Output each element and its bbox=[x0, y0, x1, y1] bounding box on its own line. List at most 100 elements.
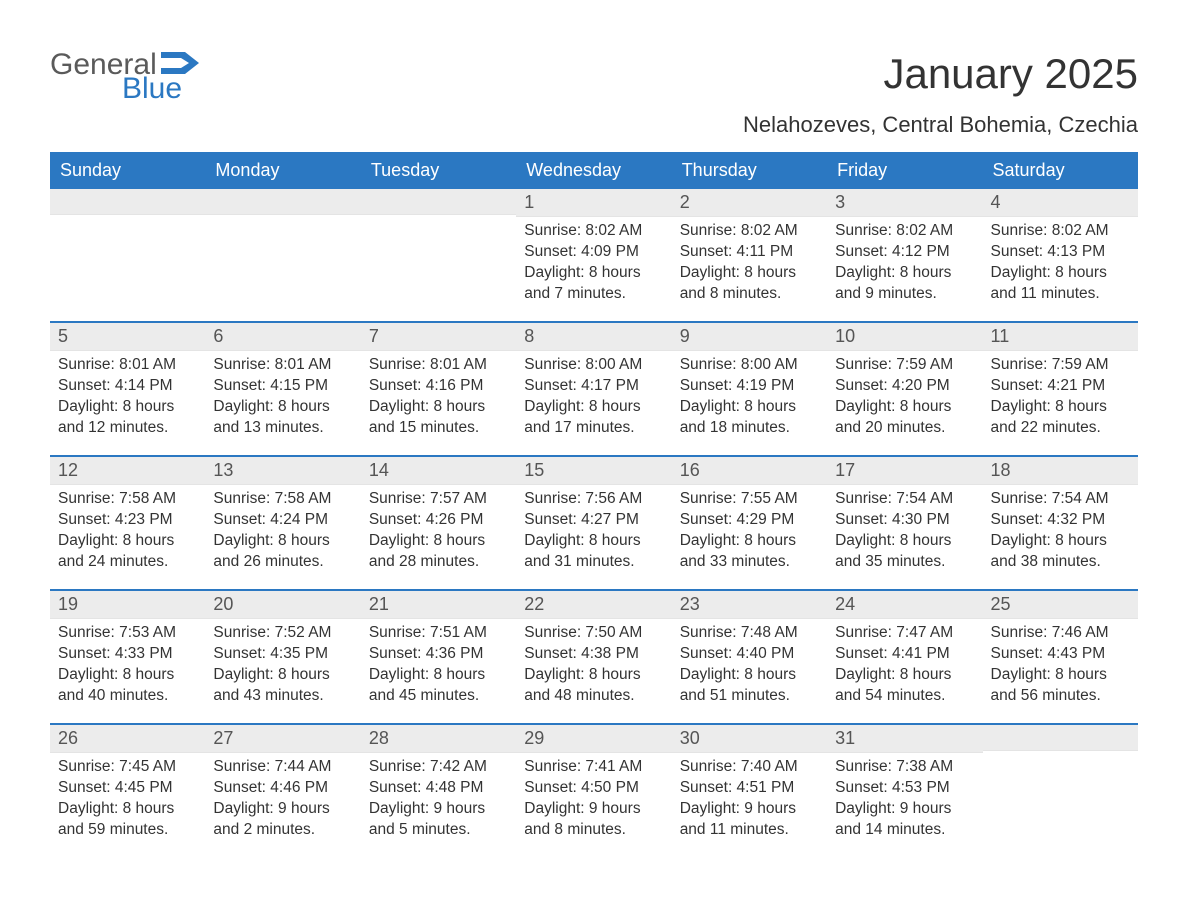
sunset-text: Sunset: 4:43 PM bbox=[991, 644, 1130, 665]
sunrise-text: Sunrise: 7:57 AM bbox=[369, 489, 508, 510]
daylight-text: Daylight: 8 hours and 11 minutes. bbox=[991, 263, 1130, 305]
daylight-text: Daylight: 8 hours and 20 minutes. bbox=[835, 397, 974, 439]
sunrise-text: Sunrise: 7:59 AM bbox=[991, 355, 1130, 376]
sunset-text: Sunset: 4:09 PM bbox=[524, 242, 663, 263]
sunrise-text: Sunrise: 7:48 AM bbox=[680, 623, 819, 644]
day-number: 24 bbox=[827, 591, 982, 619]
day-body: Sunrise: 8:02 AMSunset: 4:12 PMDaylight:… bbox=[827, 217, 982, 315]
calendar-week: 5Sunrise: 8:01 AMSunset: 4:14 PMDaylight… bbox=[50, 321, 1138, 455]
day-number: 1 bbox=[516, 189, 671, 217]
day-body: Sunrise: 7:47 AMSunset: 4:41 PMDaylight:… bbox=[827, 619, 982, 717]
calendar-day: 2Sunrise: 8:02 AMSunset: 4:11 PMDaylight… bbox=[672, 189, 827, 321]
daylight-text: Daylight: 8 hours and 9 minutes. bbox=[835, 263, 974, 305]
day-number: 23 bbox=[672, 591, 827, 619]
day-number: 12 bbox=[50, 457, 205, 485]
daylight-text: Daylight: 9 hours and 8 minutes. bbox=[524, 799, 663, 841]
sunrise-text: Sunrise: 7:38 AM bbox=[835, 757, 974, 778]
calendar-day: 23Sunrise: 7:48 AMSunset: 4:40 PMDayligh… bbox=[672, 591, 827, 723]
day-body bbox=[361, 215, 516, 229]
daylight-text: Daylight: 9 hours and 14 minutes. bbox=[835, 799, 974, 841]
header-thursday: Thursday bbox=[672, 152, 827, 189]
day-number: 27 bbox=[205, 725, 360, 753]
calendar-day bbox=[50, 189, 205, 321]
calendar-week: 1Sunrise: 8:02 AMSunset: 4:09 PMDaylight… bbox=[50, 189, 1138, 321]
day-body: Sunrise: 8:01 AMSunset: 4:14 PMDaylight:… bbox=[50, 351, 205, 449]
day-number: 6 bbox=[205, 323, 360, 351]
calendar-day: 18Sunrise: 7:54 AMSunset: 4:32 PMDayligh… bbox=[983, 457, 1138, 589]
sunrise-text: Sunrise: 7:47 AM bbox=[835, 623, 974, 644]
day-body: Sunrise: 7:50 AMSunset: 4:38 PMDaylight:… bbox=[516, 619, 671, 717]
day-number: 9 bbox=[672, 323, 827, 351]
day-body: Sunrise: 7:40 AMSunset: 4:51 PMDaylight:… bbox=[672, 753, 827, 851]
calendar-day: 28Sunrise: 7:42 AMSunset: 4:48 PMDayligh… bbox=[361, 725, 516, 857]
day-body: Sunrise: 7:51 AMSunset: 4:36 PMDaylight:… bbox=[361, 619, 516, 717]
header-sunday: Sunday bbox=[50, 152, 205, 189]
day-number: 5 bbox=[50, 323, 205, 351]
calendar-day: 13Sunrise: 7:58 AMSunset: 4:24 PMDayligh… bbox=[205, 457, 360, 589]
header-monday: Monday bbox=[205, 152, 360, 189]
sunrise-text: Sunrise: 7:53 AM bbox=[58, 623, 197, 644]
day-number: 2 bbox=[672, 189, 827, 217]
page-subtitle: Nelahozeves, Central Bohemia, Czechia bbox=[50, 112, 1138, 138]
day-body bbox=[50, 215, 205, 229]
daylight-text: Daylight: 8 hours and 31 minutes. bbox=[524, 531, 663, 573]
logo: General Blue bbox=[50, 50, 199, 104]
sunset-text: Sunset: 4:50 PM bbox=[524, 778, 663, 799]
daylight-text: Daylight: 8 hours and 56 minutes. bbox=[991, 665, 1130, 707]
day-body: Sunrise: 7:56 AMSunset: 4:27 PMDaylight:… bbox=[516, 485, 671, 583]
sunrise-text: Sunrise: 7:58 AM bbox=[213, 489, 352, 510]
day-number: 21 bbox=[361, 591, 516, 619]
calendar-day: 22Sunrise: 7:50 AMSunset: 4:38 PMDayligh… bbox=[516, 591, 671, 723]
day-number: 22 bbox=[516, 591, 671, 619]
top-bar: General Blue January 2025 bbox=[50, 50, 1138, 104]
daylight-text: Daylight: 8 hours and 28 minutes. bbox=[369, 531, 508, 573]
calendar-day: 19Sunrise: 7:53 AMSunset: 4:33 PMDayligh… bbox=[50, 591, 205, 723]
page-title: January 2025 bbox=[883, 50, 1138, 98]
calendar-day: 20Sunrise: 7:52 AMSunset: 4:35 PMDayligh… bbox=[205, 591, 360, 723]
sunrise-text: Sunrise: 7:54 AM bbox=[991, 489, 1130, 510]
sunrise-text: Sunrise: 8:02 AM bbox=[524, 221, 663, 242]
calendar-day: 27Sunrise: 7:44 AMSunset: 4:46 PMDayligh… bbox=[205, 725, 360, 857]
daylight-text: Daylight: 8 hours and 15 minutes. bbox=[369, 397, 508, 439]
day-number bbox=[361, 189, 516, 215]
daylight-text: Daylight: 8 hours and 22 minutes. bbox=[991, 397, 1130, 439]
day-number: 13 bbox=[205, 457, 360, 485]
sunrise-text: Sunrise: 8:02 AM bbox=[991, 221, 1130, 242]
daylight-text: Daylight: 8 hours and 54 minutes. bbox=[835, 665, 974, 707]
day-number: 10 bbox=[827, 323, 982, 351]
sunrise-text: Sunrise: 7:45 AM bbox=[58, 757, 197, 778]
daylight-text: Daylight: 8 hours and 8 minutes. bbox=[680, 263, 819, 305]
day-number: 11 bbox=[983, 323, 1138, 351]
calendar-day: 16Sunrise: 7:55 AMSunset: 4:29 PMDayligh… bbox=[672, 457, 827, 589]
calendar-day: 29Sunrise: 7:41 AMSunset: 4:50 PMDayligh… bbox=[516, 725, 671, 857]
daylight-text: Daylight: 8 hours and 45 minutes. bbox=[369, 665, 508, 707]
day-body: Sunrise: 7:42 AMSunset: 4:48 PMDaylight:… bbox=[361, 753, 516, 851]
day-body: Sunrise: 7:48 AMSunset: 4:40 PMDaylight:… bbox=[672, 619, 827, 717]
day-number: 4 bbox=[983, 189, 1138, 217]
calendar-day bbox=[983, 725, 1138, 857]
calendar-day: 11Sunrise: 7:59 AMSunset: 4:21 PMDayligh… bbox=[983, 323, 1138, 455]
daylight-text: Daylight: 8 hours and 38 minutes. bbox=[991, 531, 1130, 573]
day-number: 31 bbox=[827, 725, 982, 753]
day-number: 19 bbox=[50, 591, 205, 619]
day-number: 17 bbox=[827, 457, 982, 485]
daylight-text: Daylight: 8 hours and 59 minutes. bbox=[58, 799, 197, 841]
day-body: Sunrise: 7:58 AMSunset: 4:23 PMDaylight:… bbox=[50, 485, 205, 583]
day-body bbox=[205, 215, 360, 229]
sunset-text: Sunset: 4:20 PM bbox=[835, 376, 974, 397]
daylight-text: Daylight: 9 hours and 2 minutes. bbox=[213, 799, 352, 841]
logo-text-blue: Blue bbox=[122, 74, 199, 104]
calendar-day: 1Sunrise: 8:02 AMSunset: 4:09 PMDaylight… bbox=[516, 189, 671, 321]
day-number: 14 bbox=[361, 457, 516, 485]
daylight-text: Daylight: 9 hours and 11 minutes. bbox=[680, 799, 819, 841]
sunset-text: Sunset: 4:41 PM bbox=[835, 644, 974, 665]
sunrise-text: Sunrise: 8:02 AM bbox=[680, 221, 819, 242]
sunrise-text: Sunrise: 7:40 AM bbox=[680, 757, 819, 778]
calendar-day: 26Sunrise: 7:45 AMSunset: 4:45 PMDayligh… bbox=[50, 725, 205, 857]
daylight-text: Daylight: 8 hours and 26 minutes. bbox=[213, 531, 352, 573]
sunrise-text: Sunrise: 8:01 AM bbox=[58, 355, 197, 376]
sunrise-text: Sunrise: 7:42 AM bbox=[369, 757, 508, 778]
sunset-text: Sunset: 4:16 PM bbox=[369, 376, 508, 397]
sunset-text: Sunset: 4:36 PM bbox=[369, 644, 508, 665]
calendar: Sunday Monday Tuesday Wednesday Thursday… bbox=[50, 152, 1138, 857]
